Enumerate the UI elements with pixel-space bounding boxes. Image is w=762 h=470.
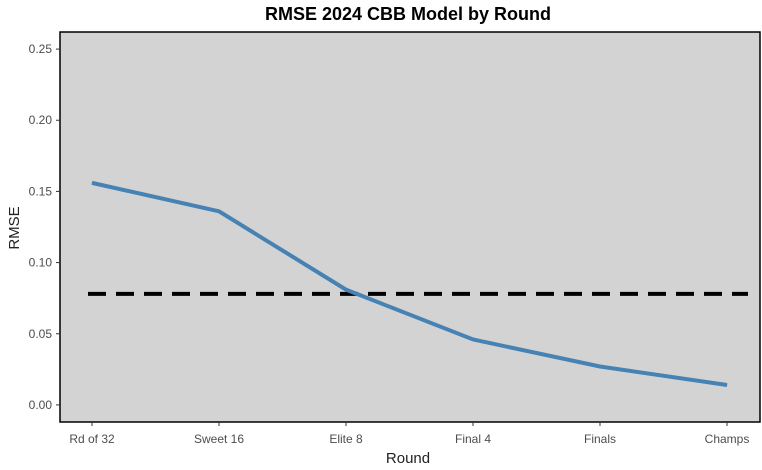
series-layer (91, 180, 728, 387)
y-axis-title: RMSE (6, 206, 23, 249)
y-tick-label: 0.20 (29, 113, 53, 127)
y-tick-label: 0.25 (29, 42, 53, 56)
x-tick-label: Final 4 (455, 432, 491, 446)
x-axis: Rd of 32 Sweet 16 Elite 8 Final 4 Finals Cham… (69, 422, 749, 446)
x-tick-label: Finals (584, 432, 616, 446)
y-axis: 0.00 0.05 0.10 0.15 0.20 0.25 (29, 42, 60, 412)
x-tick-label: Elite 8 (329, 432, 363, 446)
data-point (472, 338, 474, 340)
data-point (726, 384, 728, 386)
data-point (599, 365, 601, 367)
x-tick-label: Champs (705, 432, 750, 446)
x-axis-title: Round (386, 450, 430, 467)
data-point (91, 182, 93, 184)
chart-title: RMSE 2024 CBB Model by Round (265, 4, 551, 24)
y-tick-label: 0.05 (29, 327, 53, 341)
x-tick-label: Rd of 32 (69, 432, 115, 446)
data-point (218, 210, 220, 212)
y-tick-label: 0.15 (29, 184, 53, 198)
x-tick-label: Sweet 16 (194, 432, 244, 446)
plot-panel (59, 31, 761, 423)
data-point (345, 289, 347, 291)
y-tick-label: 0.00 (29, 398, 53, 412)
series-line (91, 180, 728, 387)
y-tick-label: 0.10 (29, 256, 53, 270)
